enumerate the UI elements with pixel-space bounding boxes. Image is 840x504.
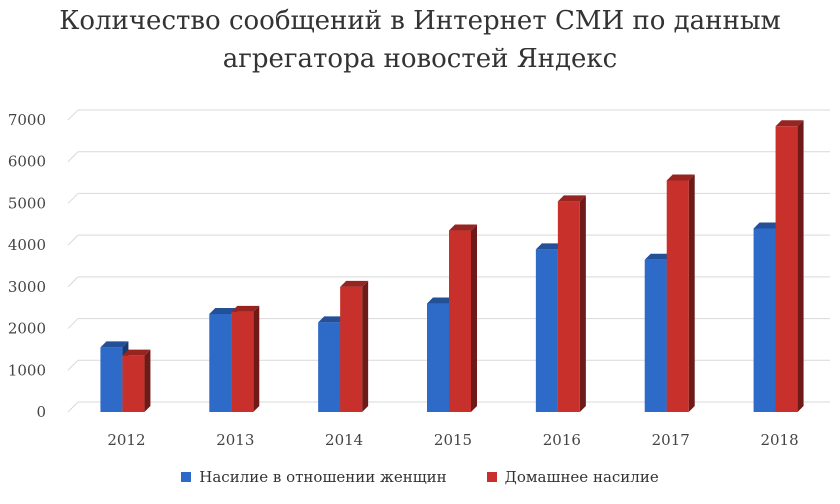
y-tick-label: 4000 [8,236,46,254]
bar-series-2 [449,230,471,412]
chart-title-line-2: агрегатора новостей Яндекс [222,44,618,74]
y-tick-label: 3000 [8,278,46,296]
x-tick-label: 2017 [652,431,690,449]
bar-top-2 [775,120,804,127]
legend-swatch-series-1 [181,472,192,482]
y-tick-label: 2000 [8,320,46,338]
bar-series-1 [427,303,449,412]
y-tick-label: 0 [36,403,46,421]
gridline-diagonal [67,109,79,121]
gridline-diagonal [67,193,79,204]
bar-series-1 [209,313,232,412]
x-tick-label: 2015 [434,431,472,449]
x-tick-label: 2016 [543,431,581,449]
x-tick-label: 2014 [325,431,363,449]
gridline-diagonal [67,234,79,246]
y-tick-label: 7000 [8,111,46,129]
gridline-diagonal [67,151,79,163]
bar-series-2 [340,286,363,412]
gridline-diagonal [67,359,79,371]
bar-side-2 [688,174,695,412]
bar-top-1 [753,222,782,229]
bar-side-2 [362,280,369,412]
bar-top-1 [209,307,238,314]
bar-top-2 [666,174,695,181]
y-tick-label: 5000 [8,194,46,212]
y-tick-label: 6000 [8,153,46,171]
gridline-diagonal [67,276,79,288]
bar-series-2 [775,126,798,412]
bar-series-2 [122,355,145,412]
chart-title-line-1: Количество сообщений в Интернет СМИ по д… [59,6,781,36]
bar-series-1 [753,228,776,412]
gridline-diagonal [67,401,79,413]
legend-label-series-2: Домашнее насилие [504,468,659,486]
x-tick-label: 2018 [760,431,798,449]
bar-top-1 [535,243,564,250]
bar-series-1 [318,322,341,412]
y-tick-label: 1000 [8,361,46,379]
bar-top-1 [427,297,455,304]
gridline-diagonal [67,318,79,329]
bar-top-2 [231,305,260,312]
bar-side-2 [253,305,260,412]
chart-legend: Насилие в отношении женщин Домашнее наси… [0,468,840,486]
bar-top-2 [449,224,477,231]
bar-series-2 [231,311,254,412]
bar-top-1 [318,316,347,323]
x-tick-label: 2013 [216,431,254,449]
bar-top-2 [557,195,586,202]
bar-series-1 [535,249,558,412]
bar-side-2 [579,195,586,412]
legend-item-series-1: Насилие в отношении женщин [181,468,447,486]
legend-swatch-series-2 [486,472,497,482]
bar-series-2 [666,180,689,412]
bar-top-1 [644,253,673,260]
legend-item-series-2: Домашнее насилие [486,468,659,486]
bar-side-2 [144,349,151,412]
bar-series-1 [100,347,123,412]
x-tick-label: 2012 [107,431,145,449]
bar-side-2 [471,224,477,412]
bar-series-1 [644,259,667,412]
bar-side-2 [797,120,804,412]
bar-top-2 [122,349,151,356]
legend-label-series-1: Насилие в отношении женщин [199,468,447,486]
bar-top-1 [100,341,129,348]
bar-top-2 [340,280,369,287]
bar-series-2 [557,201,580,412]
